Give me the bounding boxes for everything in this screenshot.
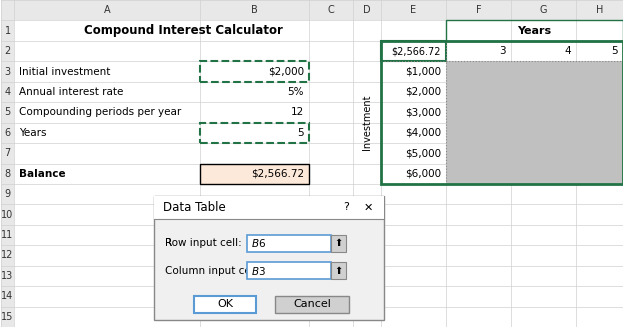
Text: D: D — [363, 5, 371, 15]
Text: 3: 3 — [4, 66, 11, 77]
Text: ⬆: ⬆ — [335, 238, 343, 249]
Text: 13: 13 — [1, 271, 14, 281]
Text: B: B — [251, 5, 258, 15]
Text: $2,566.72: $2,566.72 — [391, 46, 441, 56]
Bar — [247, 262, 331, 280]
Bar — [194, 296, 256, 313]
Text: Compound Interest Calculator: Compound Interest Calculator — [83, 24, 283, 37]
Text: 5: 5 — [611, 46, 618, 56]
Bar — [154, 196, 384, 320]
Text: $2,566.72: $2,566.72 — [251, 169, 304, 179]
Text: E: E — [410, 5, 416, 15]
Bar — [446, 20, 623, 41]
Text: OK: OK — [217, 299, 233, 309]
Bar — [200, 164, 309, 184]
Text: 5: 5 — [4, 107, 11, 117]
Text: 14: 14 — [1, 291, 14, 301]
Text: 12: 12 — [1, 250, 14, 261]
Text: $3,000: $3,000 — [405, 107, 441, 117]
Bar — [200, 164, 309, 184]
Text: ✕: ✕ — [363, 202, 373, 212]
Text: ⬆: ⬆ — [335, 266, 343, 276]
Text: Row input cell:: Row input cell: — [165, 238, 242, 249]
Text: A: A — [103, 5, 110, 15]
Text: Cancel: Cancel — [293, 299, 331, 309]
Bar — [154, 196, 384, 218]
Text: $B$3: $B$3 — [251, 265, 266, 277]
Bar — [381, 41, 623, 184]
Text: 4: 4 — [565, 46, 571, 56]
Text: Data Table: Data Table — [163, 201, 226, 214]
Text: H: H — [596, 5, 604, 15]
Text: Column input cell:: Column input cell: — [165, 266, 260, 276]
Text: 9: 9 — [4, 189, 11, 199]
Bar — [200, 61, 309, 82]
Text: 3: 3 — [500, 46, 506, 56]
Text: F: F — [475, 5, 482, 15]
Text: $2,000: $2,000 — [268, 66, 304, 77]
Text: Years: Years — [19, 128, 46, 138]
Text: 1: 1 — [4, 26, 11, 36]
Text: $B$6: $B$6 — [251, 237, 267, 250]
Bar — [1, 0, 623, 20]
Text: $5,000: $5,000 — [405, 148, 441, 158]
Text: 12: 12 — [291, 107, 304, 117]
Text: 5%: 5% — [288, 87, 304, 97]
Bar — [331, 262, 346, 280]
Text: $4,000: $4,000 — [405, 128, 441, 138]
Text: C: C — [328, 5, 334, 15]
Text: Years: Years — [517, 26, 551, 36]
Bar — [331, 235, 346, 252]
Text: 11: 11 — [1, 230, 14, 240]
Text: 2: 2 — [4, 46, 11, 56]
Bar — [446, 61, 623, 184]
Text: 7: 7 — [4, 148, 11, 158]
Text: Investment: Investment — [361, 95, 371, 150]
Text: $1,000: $1,000 — [405, 66, 441, 77]
Text: Compounding periods per year: Compounding periods per year — [19, 107, 181, 117]
Text: 6: 6 — [4, 128, 11, 138]
Text: G: G — [540, 5, 548, 15]
Text: 4: 4 — [4, 87, 11, 97]
Text: 10: 10 — [1, 210, 14, 220]
Text: ?: ? — [343, 202, 350, 212]
Bar — [381, 41, 446, 61]
Bar — [200, 123, 309, 143]
Bar — [247, 235, 331, 252]
Bar — [275, 296, 350, 313]
Text: 15: 15 — [1, 312, 14, 322]
Bar — [14, 20, 353, 327]
Text: 5: 5 — [297, 128, 304, 138]
Text: $6,000: $6,000 — [405, 169, 441, 179]
Text: Annual interest rate: Annual interest rate — [19, 87, 123, 97]
Bar — [1, 0, 14, 327]
Text: R: R — [165, 238, 172, 249]
Text: Balance: Balance — [19, 169, 65, 179]
Text: Initial investment: Initial investment — [19, 66, 110, 77]
Text: $2,000: $2,000 — [405, 87, 441, 97]
Text: 8: 8 — [4, 169, 11, 179]
